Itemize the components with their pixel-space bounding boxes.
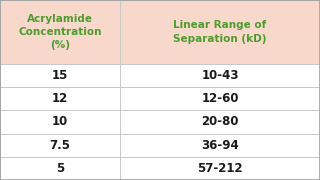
Bar: [0, 0, 120, 64]
Bar: [0, 157, 120, 180]
Bar: [120, 87, 320, 110]
Text: 7.5: 7.5: [50, 139, 70, 152]
Text: 15: 15: [52, 69, 68, 82]
Text: 20-80: 20-80: [201, 115, 239, 129]
Bar: [0, 64, 120, 87]
Text: 12: 12: [52, 92, 68, 105]
Text: Linear Range of
Separation (kD): Linear Range of Separation (kD): [173, 20, 267, 44]
Bar: [0, 110, 120, 134]
Text: Acrylamide
Concentration
(%): Acrylamide Concentration (%): [18, 14, 102, 50]
Text: 36-94: 36-94: [201, 139, 239, 152]
Bar: [0, 134, 120, 157]
Bar: [120, 157, 320, 180]
Bar: [120, 134, 320, 157]
Text: 10-43: 10-43: [201, 69, 239, 82]
Bar: [120, 0, 320, 64]
Text: 12-60: 12-60: [201, 92, 239, 105]
Bar: [120, 110, 320, 134]
Text: 57-212: 57-212: [197, 162, 243, 175]
Bar: [0, 87, 120, 110]
Text: 5: 5: [56, 162, 64, 175]
Text: 10: 10: [52, 115, 68, 129]
Bar: [120, 64, 320, 87]
